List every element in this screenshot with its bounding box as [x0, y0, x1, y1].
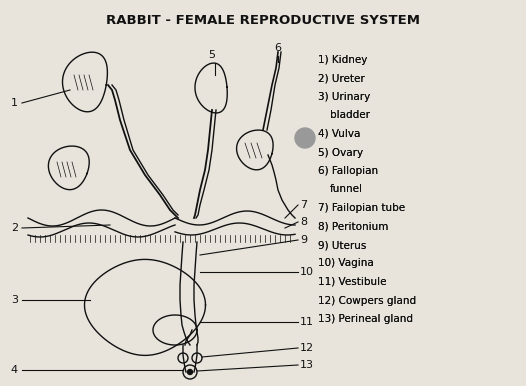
Text: 1) Kidney: 1) Kidney — [318, 55, 367, 65]
Text: 11: 11 — [300, 317, 314, 327]
Text: 13: 13 — [300, 360, 314, 370]
Text: 1) Kidney: 1) Kidney — [318, 55, 367, 65]
Text: bladder: bladder — [330, 110, 370, 120]
Text: 3: 3 — [11, 295, 18, 305]
Text: 11) Vestibule: 11) Vestibule — [318, 277, 387, 287]
Text: 12) Cowpers gland: 12) Cowpers gland — [318, 296, 416, 305]
Text: 13) Perineal gland: 13) Perineal gland — [318, 314, 413, 324]
Text: funnel: funnel — [330, 185, 363, 195]
Text: 3) Urinary: 3) Urinary — [318, 92, 370, 102]
Text: 1: 1 — [11, 98, 18, 108]
Circle shape — [187, 369, 193, 374]
Text: 2) Ureter: 2) Ureter — [318, 73, 365, 83]
Text: 9) Uterus: 9) Uterus — [318, 240, 367, 250]
Text: 6: 6 — [275, 43, 281, 53]
Text: 7: 7 — [300, 200, 307, 210]
Text: 4) Vulva: 4) Vulva — [318, 129, 360, 139]
Text: 2) Ureter: 2) Ureter — [318, 73, 365, 83]
Text: 7) Failopian tube: 7) Failopian tube — [318, 203, 405, 213]
Text: bladder: bladder — [330, 110, 370, 120]
Text: 13) Perineal gland: 13) Perineal gland — [318, 314, 413, 324]
Text: 5: 5 — [208, 50, 216, 60]
Text: 4) Vulva: 4) Vulva — [318, 129, 360, 139]
Text: 5) Ovary: 5) Ovary — [318, 147, 363, 157]
Text: funnel: funnel — [330, 185, 363, 195]
Text: 6) Fallopian: 6) Fallopian — [318, 166, 378, 176]
Text: 8) Peritonium: 8) Peritonium — [318, 222, 388, 232]
Text: 2: 2 — [11, 223, 18, 233]
Text: 3) Urinary: 3) Urinary — [318, 92, 370, 102]
Text: 8: 8 — [300, 217, 307, 227]
Text: 10) Vagina: 10) Vagina — [318, 259, 374, 269]
Text: 12: 12 — [300, 343, 314, 353]
Text: 4: 4 — [11, 365, 18, 375]
Circle shape — [295, 128, 315, 148]
Text: 10: 10 — [300, 267, 314, 277]
Text: RABBIT - FEMALE REPRODUCTIVE SYSTEM: RABBIT - FEMALE REPRODUCTIVE SYSTEM — [106, 14, 420, 27]
Text: 5) Ovary: 5) Ovary — [318, 147, 363, 157]
Text: 7) Failopian tube: 7) Failopian tube — [318, 203, 405, 213]
Text: 10) Vagina: 10) Vagina — [318, 259, 374, 269]
Text: 12) Cowpers gland: 12) Cowpers gland — [318, 296, 416, 305]
Text: 11) Vestibule: 11) Vestibule — [318, 277, 387, 287]
Text: 8) Peritonium: 8) Peritonium — [318, 222, 388, 232]
Text: 6) Fallopian: 6) Fallopian — [318, 166, 378, 176]
Text: 9: 9 — [300, 235, 307, 245]
Text: 9) Uterus: 9) Uterus — [318, 240, 367, 250]
